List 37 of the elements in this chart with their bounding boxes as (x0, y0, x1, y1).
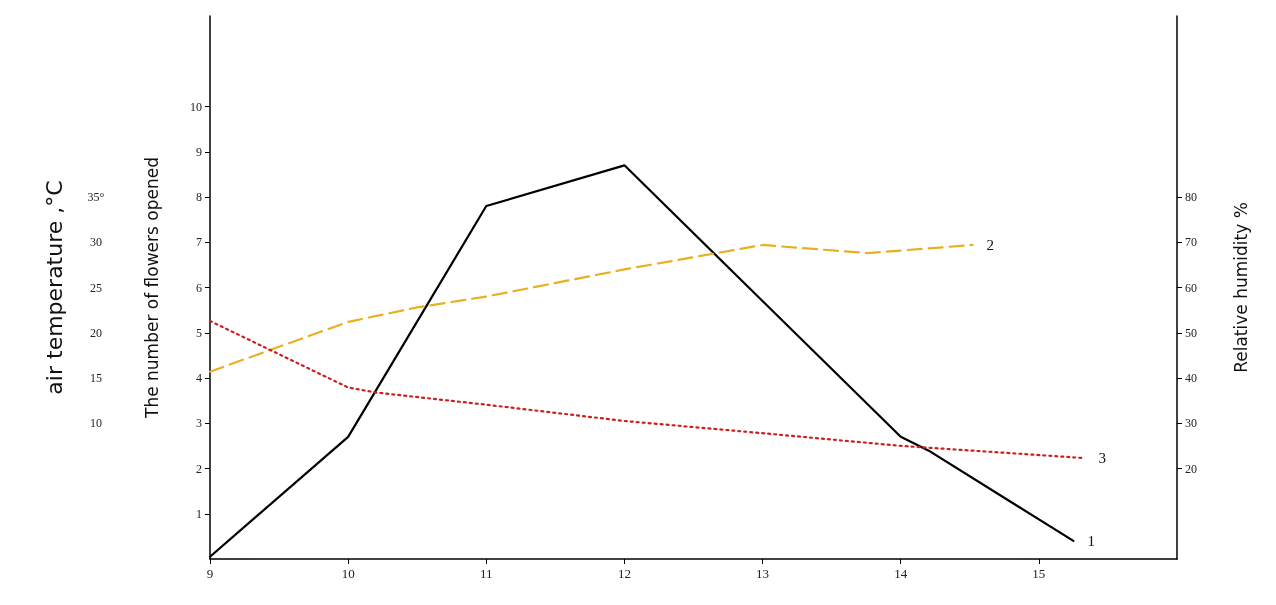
y2-tick-label: 70 (1185, 235, 1197, 250)
y2-tick-label: 40 (1185, 371, 1197, 385)
y-tick-label: 10 (190, 99, 202, 114)
x-tick-label: 9 (206, 566, 214, 581)
y-tick-label: 5 (196, 325, 202, 340)
y-tick-label: 3 (196, 416, 202, 431)
y-tick-label: 8 (196, 190, 202, 204)
y-tick-label: 4 (196, 371, 202, 385)
y-tick-label: 2 (196, 461, 202, 476)
y2-tick-label: 30 (1185, 416, 1197, 431)
x-tick-label: 11 (480, 566, 493, 581)
y3-tick-label: 30 (90, 235, 102, 250)
y2-tick-label: 50 (1185, 325, 1197, 340)
line-series (208, 243, 974, 373)
series-label: 1 (1087, 532, 1095, 549)
y2-tick-label: 60 (1185, 280, 1197, 295)
x-tick-label: 14 (894, 566, 908, 581)
y3-tick-label: 35° (87, 190, 105, 204)
y-tick-label: 9 (196, 144, 202, 159)
x-tick-label: 12 (617, 566, 631, 581)
y-tick-label: 6 (196, 280, 202, 295)
x-tick-label: 15 (1032, 566, 1046, 581)
y3-tick-label: 20 (90, 325, 102, 340)
x-tick-label: 13 (756, 566, 770, 581)
series-label: 3 (1098, 450, 1106, 467)
y3-axis-title: air temperature ,°C (41, 180, 67, 395)
y-axis-title: The number of flowers opened (141, 157, 162, 419)
y-tick-label: 1 (196, 506, 202, 521)
y3-tick-label: 10 (90, 416, 102, 431)
y2-axis-title: Relative humidity % (1230, 202, 1251, 373)
y2-tick-label: 80 (1185, 190, 1197, 204)
y3-tick-label: 25 (90, 280, 102, 295)
series-label: 2 (986, 236, 995, 253)
x-tick-label: 10 (341, 566, 355, 581)
y-tick-label: 7 (196, 235, 202, 250)
y2-tick-label: 20 (1185, 461, 1197, 476)
y3-tick-label: 15 (90, 371, 102, 385)
